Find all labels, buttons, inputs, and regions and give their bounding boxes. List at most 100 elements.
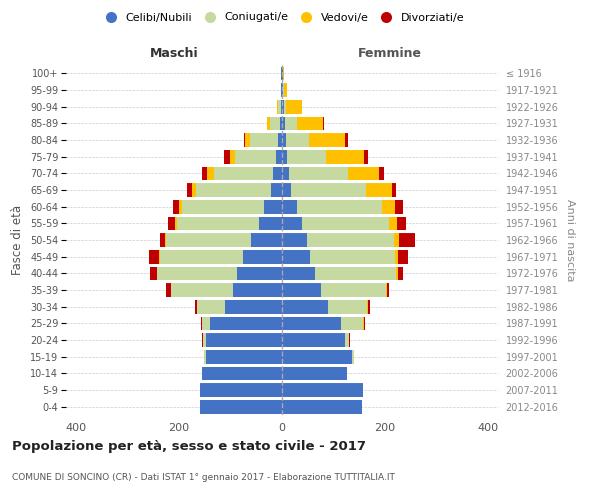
Bar xyxy=(282,116,284,130)
Bar xyxy=(282,350,352,364)
Bar xyxy=(264,200,282,213)
Bar xyxy=(175,216,176,230)
Bar xyxy=(398,250,408,264)
Bar xyxy=(345,333,349,347)
Bar xyxy=(386,283,387,297)
Legend: Celibi/Nubili, Coniugati/e, Vedovi/e, Divorziati/e: Celibi/Nubili, Coniugati/e, Vedovi/e, Di… xyxy=(95,8,469,27)
Bar xyxy=(389,216,397,230)
Text: Maschi: Maschi xyxy=(149,47,199,60)
Bar xyxy=(282,150,287,164)
Bar xyxy=(282,250,310,264)
Bar xyxy=(278,133,282,147)
Bar xyxy=(278,100,281,114)
Bar xyxy=(157,266,237,280)
Bar xyxy=(282,400,362,413)
Bar xyxy=(206,350,282,364)
Bar xyxy=(328,300,367,314)
Bar xyxy=(282,166,289,180)
Bar xyxy=(382,200,395,213)
Bar xyxy=(397,216,406,230)
Bar xyxy=(173,200,179,213)
Bar xyxy=(280,116,282,130)
Bar xyxy=(364,150,368,164)
Bar xyxy=(166,233,251,247)
Bar xyxy=(345,133,348,147)
Bar xyxy=(203,333,206,347)
Bar xyxy=(341,316,363,330)
Bar xyxy=(201,316,202,330)
Bar xyxy=(282,100,284,114)
Bar xyxy=(166,283,172,297)
Bar xyxy=(364,316,365,330)
Bar xyxy=(282,300,328,314)
Bar xyxy=(244,250,282,264)
Text: COMUNE DI SONCINO (CR) - Dati ISTAT 1° gennaio 2017 - Elaborazione TUTTITALIA.IT: COMUNE DI SONCINO (CR) - Dati ISTAT 1° g… xyxy=(12,473,395,482)
Bar xyxy=(271,183,282,197)
Y-axis label: Anni di nascita: Anni di nascita xyxy=(565,198,575,281)
Bar xyxy=(202,366,282,380)
Bar xyxy=(282,216,302,230)
Bar xyxy=(259,216,282,230)
Bar xyxy=(282,200,298,213)
Bar xyxy=(298,200,382,213)
Bar xyxy=(283,83,284,97)
Bar xyxy=(176,216,259,230)
Bar xyxy=(398,266,403,280)
Bar xyxy=(310,250,395,264)
Bar xyxy=(214,166,273,180)
Bar xyxy=(206,333,282,347)
Bar xyxy=(281,100,282,114)
Bar xyxy=(277,100,278,114)
Bar xyxy=(245,133,250,147)
Bar xyxy=(352,350,354,364)
Bar xyxy=(149,250,159,264)
Bar xyxy=(267,116,269,130)
Bar xyxy=(349,166,379,180)
Bar xyxy=(273,166,282,180)
Bar xyxy=(197,300,226,314)
Bar xyxy=(200,383,282,397)
Bar xyxy=(194,300,197,314)
Bar xyxy=(200,400,282,413)
Bar xyxy=(282,283,320,297)
Bar xyxy=(286,133,309,147)
Bar xyxy=(399,233,415,247)
Bar xyxy=(205,350,206,364)
Y-axis label: Fasce di età: Fasce di età xyxy=(11,205,25,275)
Text: Popolazione per età, sesso e stato civile - 2017: Popolazione per età, sesso e stato civil… xyxy=(12,440,366,453)
Bar xyxy=(282,233,307,247)
Bar xyxy=(326,150,364,164)
Bar xyxy=(192,183,196,197)
Bar xyxy=(367,300,368,314)
Bar xyxy=(379,166,385,180)
Bar xyxy=(394,233,399,247)
Bar xyxy=(282,333,345,347)
Bar xyxy=(395,200,403,213)
Bar xyxy=(286,100,302,114)
Bar xyxy=(298,116,323,130)
Bar xyxy=(196,183,271,197)
Bar xyxy=(237,266,282,280)
Bar xyxy=(282,266,316,280)
Bar xyxy=(235,150,276,164)
Bar xyxy=(244,133,245,147)
Bar xyxy=(182,200,264,213)
Bar xyxy=(202,316,210,330)
Bar xyxy=(282,383,363,397)
Bar xyxy=(269,116,280,130)
Bar xyxy=(187,183,192,197)
Bar xyxy=(320,283,386,297)
Bar xyxy=(208,166,214,180)
Bar xyxy=(284,83,287,97)
Bar xyxy=(316,266,396,280)
Bar xyxy=(210,316,282,330)
Bar xyxy=(202,166,208,180)
Bar xyxy=(366,183,392,197)
Bar xyxy=(165,233,166,247)
Bar xyxy=(160,250,244,264)
Bar xyxy=(250,133,278,147)
Bar xyxy=(151,266,157,280)
Bar xyxy=(307,233,394,247)
Bar xyxy=(226,300,282,314)
Bar xyxy=(368,300,370,314)
